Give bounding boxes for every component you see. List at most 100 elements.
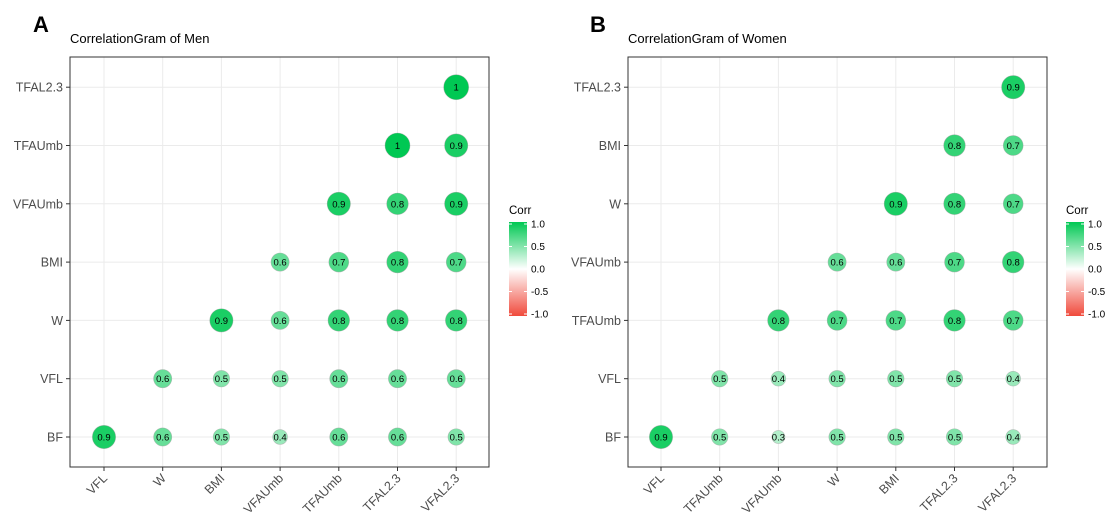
legend-tick-label: 0.0 xyxy=(531,265,545,276)
correlation-circle xyxy=(327,309,350,332)
legend-title: Corr xyxy=(509,205,532,217)
legend-title: Corr xyxy=(1066,205,1089,217)
correlation-value-label: 0.8 xyxy=(450,316,463,327)
correlation-value-label: 0.7 xyxy=(1007,141,1020,152)
panel-letter: B xyxy=(590,12,606,37)
correlation-circle xyxy=(446,369,466,389)
correlation-value-label: 0.6 xyxy=(156,374,169,385)
correlation-circle xyxy=(270,310,290,330)
correlation-circle xyxy=(1005,371,1021,387)
y-tick-label: BF xyxy=(47,431,63,445)
correlation-circle xyxy=(883,191,908,216)
correlation-value-label: 0.6 xyxy=(391,433,404,444)
correlation-circle xyxy=(329,427,349,447)
legend-tick-label: -0.5 xyxy=(531,287,549,298)
correlation-value-label: 0.5 xyxy=(830,374,843,385)
correlation-value-label: 0.7 xyxy=(450,258,463,269)
correlation-circle xyxy=(945,428,964,446)
y-tick-label: BF xyxy=(605,431,621,445)
correlation-circle xyxy=(272,429,288,445)
correlation-value-label: 0.9 xyxy=(450,199,463,210)
correlation-circle xyxy=(711,428,729,446)
correlation-circle xyxy=(771,430,786,444)
legend-tick-label: 0.5 xyxy=(1088,242,1102,253)
correlation-value-label: 0.9 xyxy=(450,141,463,152)
y-tick-label: BMI xyxy=(599,139,621,153)
correlation-circle xyxy=(943,134,966,157)
correlation-value-label: 0.8 xyxy=(948,316,961,327)
legend: Corr 1.0 0.5 0.0 -0.5 -1.0 xyxy=(1066,205,1106,321)
correlation-value-label: 0.5 xyxy=(948,374,961,385)
correlation-circle xyxy=(887,370,905,388)
correlation-circle xyxy=(386,251,409,274)
correlation-circle xyxy=(943,309,966,332)
y-tick-label: W xyxy=(51,314,63,328)
panel-women: B CorrelationGram of Women BF VFL TFAUmb VFAU… xyxy=(571,12,1106,516)
correlation-value-label: 0.9 xyxy=(97,433,110,444)
correlation-circle xyxy=(1001,75,1026,100)
correlation-value-label: 0.9 xyxy=(1007,83,1020,94)
x-tick-label: VFL xyxy=(641,471,667,497)
correlation-value-label: 0.7 xyxy=(830,316,843,327)
correlation-value-label: 0.3 xyxy=(772,433,785,444)
x-tick-label: VFAUmb xyxy=(241,471,286,516)
correlation-circle xyxy=(386,192,409,215)
correlation-circle xyxy=(443,74,470,100)
correlation-circle xyxy=(444,133,469,158)
correlation-circle xyxy=(329,369,349,389)
correlation-circle xyxy=(388,427,407,447)
correlation-value-label: 0.9 xyxy=(215,316,228,327)
correlation-value-label: 0.5 xyxy=(713,433,726,444)
chart-title: CorrelationGram of Women xyxy=(628,31,787,46)
correlation-circle xyxy=(386,309,409,332)
correlation-circle xyxy=(827,252,847,272)
y-tick-label: VFAUmb xyxy=(571,256,621,270)
correlation-value-label: 0.5 xyxy=(889,374,902,385)
correlation-circle xyxy=(326,191,351,216)
correlation-circle xyxy=(1002,135,1024,156)
correlation-circle xyxy=(92,425,116,449)
correlation-circle xyxy=(153,427,173,447)
correlation-value-label: 0.8 xyxy=(1007,258,1020,269)
x-tick-label: TFAUmb xyxy=(681,471,726,516)
correlation-circle xyxy=(943,192,966,215)
correlation-value-label: 0.5 xyxy=(215,374,228,385)
legend-colorbar xyxy=(1066,222,1084,316)
panel-letter: A xyxy=(33,12,49,37)
correlation-value-label: 0.5 xyxy=(273,374,286,385)
correlation-value-label: 0.7 xyxy=(1007,199,1020,210)
y-tick-label: TFAUmb xyxy=(14,139,63,153)
correlation-value-label: 0.7 xyxy=(948,258,961,269)
correlation-value-label: 0.9 xyxy=(654,433,667,444)
correlation-circle xyxy=(649,425,673,449)
correlation-circle xyxy=(445,251,467,273)
correlation-circle xyxy=(209,308,234,333)
correlation-circle xyxy=(445,309,468,332)
correlation-circle xyxy=(447,428,465,446)
correlation-value-label: 0.8 xyxy=(391,316,404,327)
correlation-circle xyxy=(270,252,290,272)
correlation-circle xyxy=(885,310,907,331)
correlation-value-label: 0.4 xyxy=(1007,433,1020,444)
correlation-circle xyxy=(1005,429,1021,445)
legend-tick-label: 1.0 xyxy=(531,220,545,231)
correlation-circle xyxy=(767,309,790,332)
correlation-circle xyxy=(384,132,411,159)
legend: Corr 1.0 0.5 0.0 -0.5 -1.0 xyxy=(509,205,549,321)
correlation-value-label: 0.4 xyxy=(273,433,286,444)
x-tick-label: W xyxy=(825,471,843,489)
y-tick-label: VFL xyxy=(40,372,63,386)
correlation-circle xyxy=(945,370,964,388)
x-tick-label: BMI xyxy=(876,471,902,497)
correlation-value-label: 0.9 xyxy=(889,199,902,210)
y-tick-label: W xyxy=(609,197,621,211)
legend-tick-label: 0.0 xyxy=(1088,265,1102,276)
correlation-circle xyxy=(1002,310,1024,331)
correlation-circle xyxy=(828,428,846,446)
correlation-circle xyxy=(271,370,289,388)
x-tick-label: TFAUmb xyxy=(300,471,345,516)
x-tick-label: TFAL2.3 xyxy=(360,471,403,514)
correlation-circle xyxy=(1002,193,1024,215)
legend-tick-label: 1.0 xyxy=(1088,220,1102,231)
correlation-circle xyxy=(826,310,848,331)
